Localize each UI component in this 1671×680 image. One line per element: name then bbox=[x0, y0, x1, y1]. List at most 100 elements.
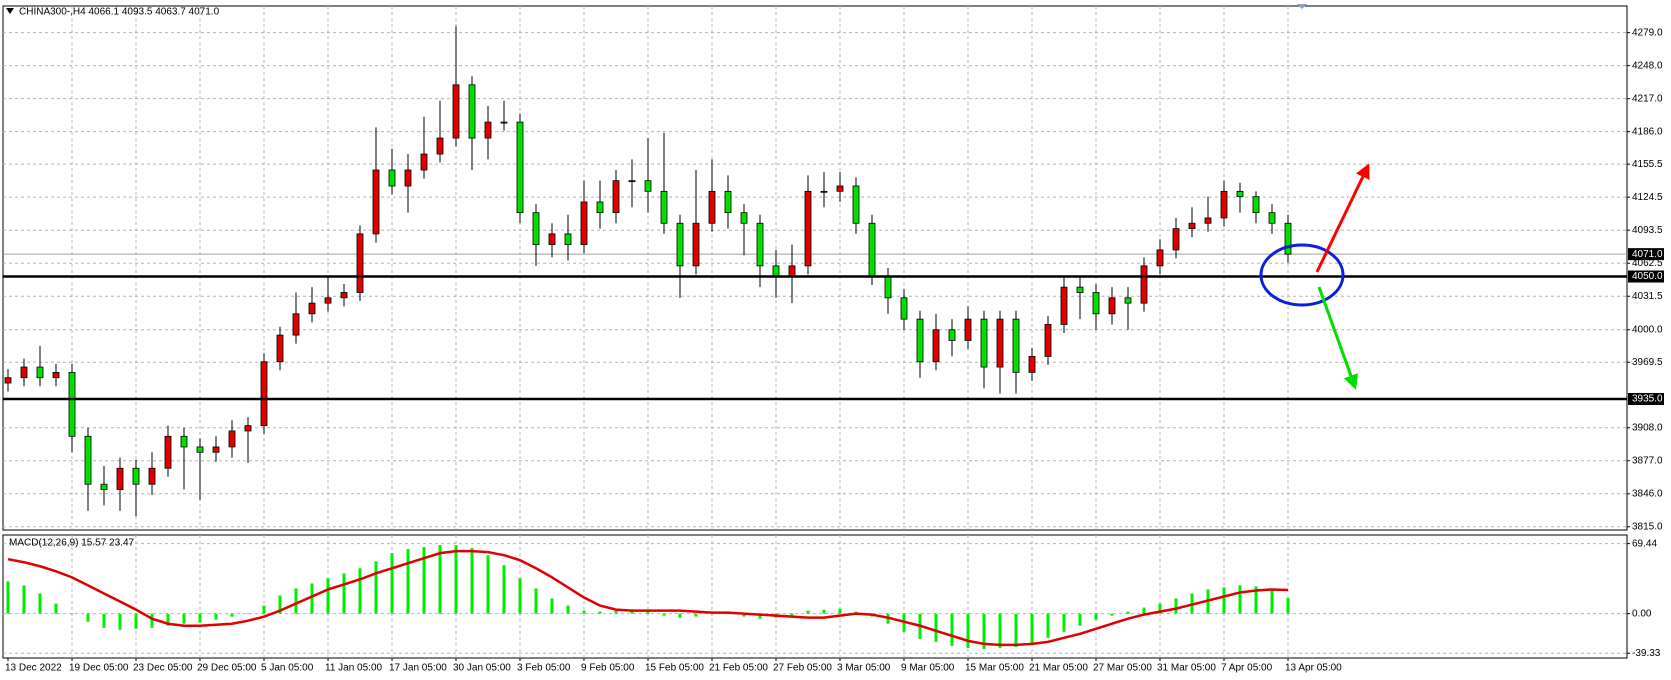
up-arrow bbox=[1315, 163, 1370, 273]
down-arrow bbox=[1317, 286, 1358, 390]
candle-body bbox=[20, 366, 28, 379]
candle-body bbox=[244, 425, 252, 432]
macd-bar bbox=[1062, 613, 1066, 632]
macd-bar bbox=[470, 548, 474, 614]
y-tick-label: 4093.5 bbox=[1632, 225, 1663, 236]
candle-body bbox=[516, 121, 524, 214]
x-tick-label: 30 Jan 05:00 bbox=[453, 663, 511, 674]
macd-bar bbox=[342, 573, 346, 614]
candle-body bbox=[1028, 355, 1036, 373]
macd-bar bbox=[822, 609, 826, 614]
candle-body bbox=[212, 446, 220, 453]
y-tick-label: 4124.5 bbox=[1632, 192, 1663, 203]
y-tick-label: -39.33 bbox=[1632, 648, 1661, 659]
macd-bar bbox=[486, 555, 490, 614]
candle-body bbox=[1044, 324, 1052, 357]
candle-body bbox=[324, 297, 332, 304]
y-tick-label: 3969.5 bbox=[1632, 357, 1663, 368]
candle-body bbox=[708, 190, 716, 224]
macd-bar bbox=[662, 613, 666, 616]
candle-body bbox=[1268, 212, 1276, 224]
candle-body bbox=[228, 430, 236, 448]
macd-bar bbox=[566, 605, 570, 614]
candle-body bbox=[836, 185, 844, 192]
macd-bar bbox=[678, 613, 682, 618]
candle-body bbox=[724, 190, 732, 214]
candle-body bbox=[260, 361, 268, 427]
y-tick-label: 4155.5 bbox=[1632, 159, 1663, 170]
candle-body bbox=[532, 212, 540, 245]
macd-bar bbox=[406, 549, 410, 614]
y-tick-label: 3815.0 bbox=[1632, 521, 1663, 532]
candle-body bbox=[628, 180, 636, 183]
macd-bar bbox=[518, 578, 522, 614]
candle-body bbox=[868, 222, 876, 277]
x-tick-label: 3 Feb 05:00 bbox=[517, 663, 571, 674]
macd-bar bbox=[166, 613, 170, 626]
candle-body bbox=[148, 467, 156, 485]
macd-bar bbox=[1030, 613, 1034, 644]
macd-bar bbox=[758, 613, 762, 619]
candle-body bbox=[1172, 228, 1180, 251]
candle-body bbox=[180, 435, 188, 448]
candle-body bbox=[68, 371, 76, 437]
plot-layer: 4279.0 4248.0 4217.0 4186.0 4155.5 4124.5 4093… bbox=[2, 5, 1664, 674]
macd-bar bbox=[1142, 607, 1146, 614]
macd-bar bbox=[1222, 587, 1226, 614]
x-tick-label: 21 Feb 05:00 bbox=[709, 663, 768, 674]
macd-bar bbox=[838, 608, 842, 614]
macd-bar bbox=[214, 613, 218, 620]
macd-bar bbox=[390, 553, 394, 614]
candle-body bbox=[596, 201, 604, 214]
macd-bar bbox=[54, 603, 58, 614]
macd-bar bbox=[374, 561, 378, 614]
panel-frame bbox=[2, 534, 1628, 659]
candle-body bbox=[388, 169, 396, 187]
macd-bar bbox=[1238, 585, 1242, 614]
candle-body bbox=[580, 201, 588, 245]
macd-bar bbox=[1174, 598, 1178, 614]
price-label: 4071.0 bbox=[1632, 249, 1663, 260]
macd-bar bbox=[742, 613, 746, 617]
candle-body bbox=[100, 483, 108, 490]
macd-bar bbox=[934, 613, 938, 642]
x-tick-label: 23 Dec 05:00 bbox=[133, 663, 193, 674]
candle-body bbox=[500, 121, 508, 124]
candle-body bbox=[1188, 222, 1196, 229]
y-tick-label: 69.44 bbox=[1632, 538, 1657, 549]
candle-body bbox=[644, 180, 652, 192]
x-tick-label: 9 Mar 05:00 bbox=[901, 663, 955, 674]
candle-body bbox=[900, 297, 908, 320]
macd-bar bbox=[614, 610, 618, 614]
macd-bar bbox=[198, 613, 202, 623]
x-tick-label: 13 Dec 2022 bbox=[5, 663, 62, 674]
candle-body bbox=[4, 377, 12, 384]
macd-bar bbox=[262, 605, 266, 614]
candle-body bbox=[980, 318, 988, 368]
signal-line bbox=[7, 549, 1289, 647]
macd-bar bbox=[150, 613, 154, 628]
macd-bar bbox=[278, 595, 282, 614]
x-tick-label: 27 Feb 05:00 bbox=[773, 663, 832, 674]
panel-frame bbox=[2, 5, 1628, 531]
macd-bar bbox=[726, 613, 730, 615]
candle-body bbox=[564, 233, 572, 245]
x-tick-label: 17 Jan 05:00 bbox=[389, 663, 447, 674]
menu-triangle[interactable] bbox=[6, 8, 14, 14]
candle-body bbox=[84, 435, 92, 485]
macd-bar bbox=[326, 578, 330, 614]
macd-bar bbox=[38, 593, 42, 614]
y-tick-label: 4031.5 bbox=[1632, 291, 1663, 302]
macd-bar bbox=[1078, 613, 1082, 626]
y-tick-label: 0.00 bbox=[1632, 608, 1652, 619]
candle-body bbox=[196, 446, 204, 453]
y-tick-label: 4186.0 bbox=[1632, 126, 1663, 137]
chart-title: CHINA300-,H4 4066.1 4093.5 4063.7 4071.0 bbox=[19, 7, 220, 18]
y-tick-label: 4062.5 bbox=[1632, 258, 1663, 269]
macd-bar bbox=[582, 610, 586, 614]
candle-body bbox=[116, 467, 124, 490]
candle-body bbox=[1124, 297, 1132, 304]
macd-bar bbox=[534, 588, 538, 614]
candle-body bbox=[468, 84, 476, 139]
candle-body bbox=[372, 169, 380, 235]
